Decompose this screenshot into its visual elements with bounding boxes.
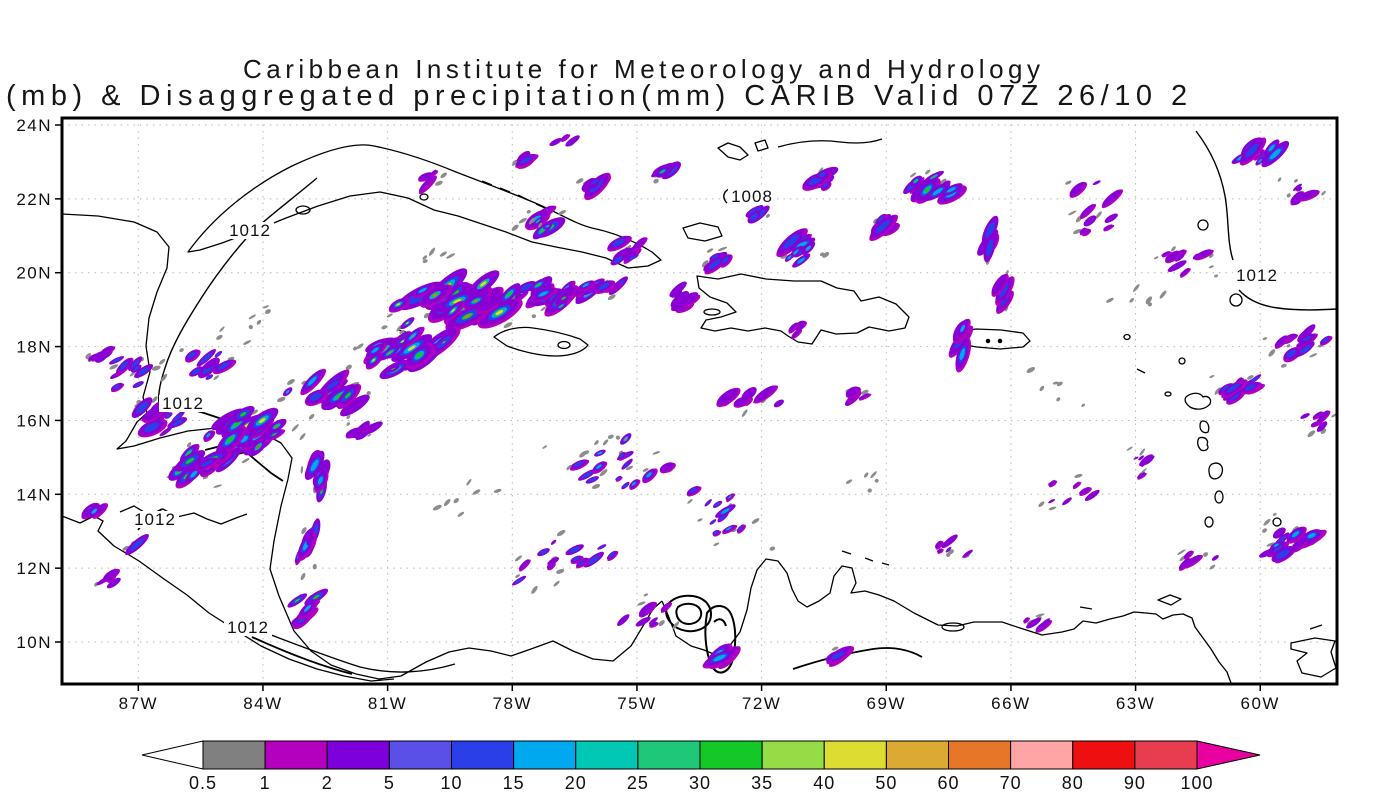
- colorbar-tick-label: 1: [260, 773, 271, 793]
- colorbar-segment: [637, 740, 701, 770]
- colorbar-segment: [761, 740, 825, 770]
- grid-lines: [62, 118, 1337, 684]
- colorbar-tick-label: 40: [813, 773, 835, 793]
- x-tick-label: 84W: [243, 694, 282, 713]
- axis-labels: 87W 84W 81W 78W 75W 72W 69W 66W 63W 60W 24N 22N 20N 1…: [16, 116, 1280, 713]
- colorbar-tick-label: 2: [322, 773, 333, 793]
- colorbar-left-arrow: [141, 740, 204, 770]
- x-tick-label: 87W: [119, 694, 158, 713]
- colorbar-segment: [451, 740, 515, 770]
- isobar-value-label: 1012: [134, 510, 176, 529]
- x-tick-label: 63W: [1116, 694, 1155, 713]
- y-tick-label: 22N: [16, 190, 52, 209]
- colorbar-right-arrow: [1196, 740, 1261, 770]
- colorbar-tick-label: 35: [751, 773, 773, 793]
- isobar-value-label: 1012: [1236, 266, 1278, 285]
- precipitation-layer: [81, 133, 1336, 670]
- axis-ticks: [55, 124, 1261, 691]
- colorbar-tick-label: 80: [1062, 773, 1084, 793]
- colorbar-segment: [823, 740, 887, 770]
- colorbar-segment: [264, 740, 328, 770]
- colorbar-segment: [388, 740, 452, 770]
- x-tick-label: 66W: [991, 694, 1030, 713]
- colorbar-tick-label: 15: [503, 773, 525, 793]
- y-tick-label: 14N: [16, 485, 52, 504]
- x-tick-label: 75W: [617, 694, 656, 713]
- colorbar-tick-label: 25: [627, 773, 649, 793]
- y-tick-label: 10N: [16, 633, 52, 652]
- colorbar-segment: [326, 740, 390, 770]
- colorbar-tick-label: 30: [689, 773, 711, 793]
- colorbar-tick-label: 5: [384, 773, 395, 793]
- x-tick-label: 78W: [493, 694, 532, 713]
- map-title-line1: Caribbean Institute for Meteorology and …: [243, 54, 1045, 84]
- colorbar-segment: [885, 740, 949, 770]
- colorbar-segment: [1072, 740, 1136, 770]
- map-frame: [60, 116, 1339, 686]
- isobar-value-label: 1012: [229, 221, 271, 240]
- colorbar-tick-label: 70: [1000, 773, 1022, 793]
- y-tick-label: 12N: [16, 559, 52, 578]
- x-tick-label: 72W: [742, 694, 781, 713]
- y-tick-label: 18N: [16, 338, 52, 357]
- colorbar-segment: [948, 740, 1012, 770]
- colorbar-segment: [699, 740, 763, 770]
- isobar-value-label: 1012: [162, 394, 204, 413]
- x-tick-label: 60W: [1241, 694, 1280, 713]
- colorbar-tick-label: 90: [1124, 773, 1146, 793]
- colorbar-labels: 0.5 1 2 5 10 15 20 25 30 35 40 50 60 70 80 90 100: [189, 773, 1213, 793]
- isobar-value-label: 1008: [731, 187, 773, 206]
- x-tick-label: 81W: [368, 694, 407, 713]
- y-tick-label: 20N: [16, 264, 52, 283]
- colorbar-tick-label: 60: [937, 773, 959, 793]
- pressure-labels: 1012 1008 1012 1012 1012 1012: [131, 187, 1281, 637]
- colorbar-segment: [202, 740, 266, 770]
- colorbar-tick-label: 20: [565, 773, 587, 793]
- colorbar-tick-label: 10: [440, 773, 462, 793]
- colorbar-segment: [1134, 740, 1198, 770]
- colorbar-segment: [1010, 740, 1074, 770]
- colorbar-tick-label: 50: [875, 773, 897, 793]
- precipitation-colorbar: 0.5 1 2 5 10 15 20 25 30 35 40 50 60 70 80 90 100: [141, 740, 1261, 793]
- colorbar-tick-label: 0.5: [189, 773, 217, 793]
- colorbar-segment: [575, 740, 639, 770]
- y-tick-label: 24N: [16, 116, 52, 135]
- x-tick-label: 69W: [867, 694, 906, 713]
- y-tick-label: 16N: [16, 411, 52, 430]
- colorbar-segment: [513, 740, 577, 770]
- map-title-line2: (mb) & Disaggregated precipitation(mm) C…: [6, 80, 1193, 112]
- isobar-value-label: 1012: [227, 618, 269, 637]
- colorbar-tick-label: 100: [1180, 773, 1213, 793]
